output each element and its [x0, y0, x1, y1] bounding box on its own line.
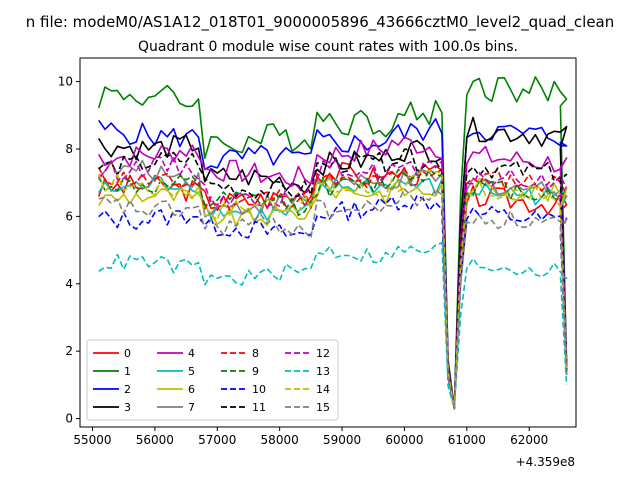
- series-line-10: [98, 195, 568, 410]
- legend-label-15: 15: [316, 401, 330, 414]
- x-tick-label: 55000: [73, 433, 111, 447]
- legend-label-12: 12: [316, 347, 330, 360]
- legend-label-4: 4: [188, 347, 195, 360]
- series-line-12: [98, 155, 568, 410]
- x-tick-label: 56000: [136, 433, 174, 447]
- series-line-15: [98, 188, 568, 410]
- x-tick-label: 59000: [323, 433, 361, 447]
- x-tick-label: 62000: [510, 433, 548, 447]
- x-tick-label: 57000: [198, 433, 236, 447]
- legend-label-11: 11: [252, 401, 266, 414]
- y-tick-label: 4: [65, 277, 73, 291]
- plot-area: 55000 56000 57000 58000 59000 60000 61000 62000…: [58, 57, 577, 447]
- series-line-14: [97, 170, 568, 410]
- series-lines: [97, 76, 568, 410]
- legend-label-2: 2: [124, 383, 131, 396]
- series-line-0: [97, 162, 568, 410]
- legend-label-7: 7: [188, 401, 195, 414]
- x-tick-label: 61000: [448, 433, 486, 447]
- series-line-7: [98, 159, 568, 410]
- series-line-4: [98, 136, 568, 410]
- legend-label-3: 3: [124, 401, 131, 414]
- y-tick-label: 6: [65, 209, 73, 223]
- legend-label-0: 0: [124, 347, 131, 360]
- y-tick-label: 2: [65, 344, 73, 358]
- y-tick-label: 10: [58, 75, 73, 89]
- axes-frame: [79, 57, 577, 428]
- legend-label-5: 5: [188, 365, 195, 378]
- chart-title: Quadrant 0 module wise count rates with …: [138, 39, 518, 55]
- x-tick-label: 58000: [261, 433, 299, 447]
- figure-suptitle: n file: modeM0/AS1A12_018T01_9000005896_…: [26, 13, 615, 32]
- series-line-2: [98, 118, 568, 410]
- series-line-8: [97, 167, 568, 410]
- series-line-13: [98, 241, 568, 410]
- x-axis-offset-label: +4.359e8: [516, 455, 575, 469]
- series-line-9: [97, 168, 568, 410]
- y-tick-label: 8: [65, 142, 73, 156]
- legend-label-10: 10: [252, 383, 266, 396]
- legend-label-1: 1: [124, 365, 131, 378]
- y-tick-label: 0: [65, 412, 73, 426]
- series-line-11: [98, 148, 568, 410]
- legend-label-14: 14: [316, 383, 330, 396]
- legend-label-13: 13: [316, 365, 330, 378]
- x-tick-label: 60000: [385, 433, 423, 447]
- legend-label-8: 8: [252, 347, 259, 360]
- series-line-1: [97, 76, 568, 410]
- legend-label-9: 9: [252, 365, 259, 378]
- legend-label-6: 6: [188, 383, 195, 396]
- legend-box: [86, 339, 339, 421]
